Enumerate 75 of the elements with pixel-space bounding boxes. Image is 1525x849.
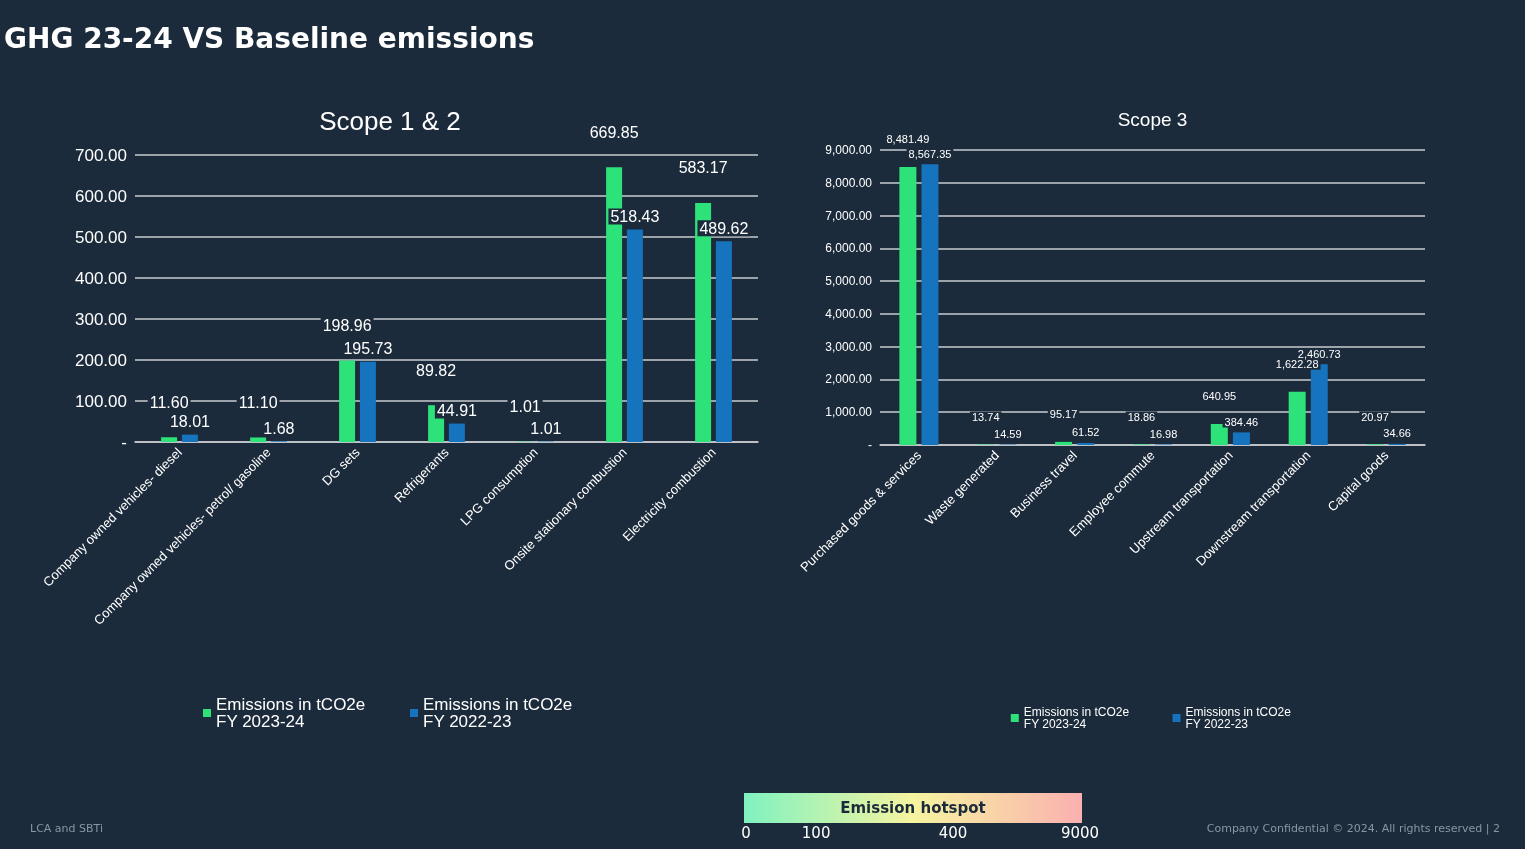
- text: 100: [801, 824, 831, 842]
- data-label: 1,622.28: [1275, 358, 1319, 371]
- bar: [448, 423, 465, 442]
- bar: [1055, 441, 1073, 445]
- x-tick-label: DG sets: [319, 444, 364, 489]
- text: LCA and SBTi: [30, 822, 103, 835]
- data-label: 1.68: [263, 419, 295, 437]
- y-tick-label: -: [868, 438, 872, 452]
- y-tick-label: 2,000.00: [825, 372, 873, 387]
- text: 400: [938, 824, 968, 842]
- bar: [715, 241, 732, 442]
- data-label: 13.74: [971, 411, 1000, 424]
- bar: [626, 229, 643, 442]
- y-tick-label: 600.00: [75, 186, 127, 206]
- data-label: 489.62: [699, 219, 749, 237]
- data-label: 8,567.35: [908, 147, 952, 160]
- bar: [1077, 442, 1095, 445]
- text: 9000: [1060, 824, 1100, 842]
- data-label: 1.01: [530, 420, 562, 438]
- data-label: 16.98: [1149, 427, 1178, 440]
- y-tick-label: 8,000.00: [825, 175, 873, 190]
- legend-label: Emissions in tCO2e FY 2023-24: [1023, 705, 1133, 731]
- y-tick-label: 5,000.00: [825, 274, 873, 289]
- y-tick-label: 3,000.00: [825, 339, 873, 354]
- text: GHG 23-24 VS Baseline emissions: [4, 22, 535, 55]
- y-tick-label: 500.00: [75, 227, 127, 247]
- data-label: 11.10: [238, 393, 278, 411]
- y-tick-label: 300.00: [75, 309, 127, 329]
- bar: [1232, 432, 1250, 445]
- data-label: 18.86: [1127, 410, 1156, 423]
- text: Company Confidential © 2024. All rights reserved | 2: [1206, 822, 1500, 835]
- data-label: 583.17: [678, 159, 728, 177]
- y-tick-label: 7,000.00: [825, 208, 873, 223]
- bar: [359, 361, 376, 442]
- data-label: 2,460.73: [1297, 347, 1341, 360]
- data-label: 11.60: [149, 393, 189, 411]
- y-tick-label: 1,000.00: [825, 405, 873, 420]
- legend-label: Emissions in tCO2e FY 2022-23: [423, 695, 577, 731]
- color-bar-title: Emission hotspot: [744, 793, 1082, 823]
- data-label: 14.59: [994, 428, 1022, 441]
- y-tick-label: 6,000.00: [825, 241, 873, 256]
- bar: [161, 437, 178, 442]
- text: 0: [741, 824, 751, 842]
- data-label: 61.52: [1071, 426, 1100, 439]
- data-label: 198.96: [322, 316, 372, 334]
- bar: [899, 167, 917, 445]
- y-tick-label: -: [121, 432, 127, 452]
- data-label: 95.17: [1049, 408, 1078, 421]
- y-tick-label: 100.00: [75, 391, 127, 411]
- y-tick-label: 200.00: [75, 350, 127, 370]
- bar: [1288, 391, 1306, 445]
- data-label: 8,481.49: [886, 133, 930, 146]
- bar: [339, 360, 356, 442]
- data-label: 1.01: [509, 398, 541, 416]
- bar: [921, 164, 939, 445]
- data-label: 34.66: [1383, 427, 1411, 440]
- legend-label: Emissions in tCO2e FY 2022-23: [1185, 705, 1295, 731]
- data-label: 89.82: [416, 361, 457, 379]
- data-label: 18.01: [169, 413, 211, 431]
- legend-label: Emissions in tCO2e FY 2023-24: [216, 695, 370, 731]
- data-label: 44.91: [436, 402, 478, 420]
- y-tick-label: 400.00: [75, 268, 127, 288]
- data-label: 384.46: [1224, 415, 1259, 428]
- chart-title: Scope 1 & 2: [319, 106, 461, 136]
- chart-title: Scope 3: [1117, 109, 1188, 130]
- data-label: 640.95: [1202, 390, 1237, 403]
- y-tick-label: 4,000.00: [825, 306, 873, 321]
- data-label: 669.85: [589, 123, 639, 141]
- y-tick-label: 9,000.00: [825, 143, 873, 157]
- y-tick-label: 700.00: [75, 145, 127, 165]
- bar: [250, 437, 267, 442]
- data-label: 20.97: [1361, 410, 1389, 423]
- data-label: 195.73: [343, 340, 393, 358]
- bar: [181, 434, 198, 442]
- data-label: 518.43: [610, 207, 660, 225]
